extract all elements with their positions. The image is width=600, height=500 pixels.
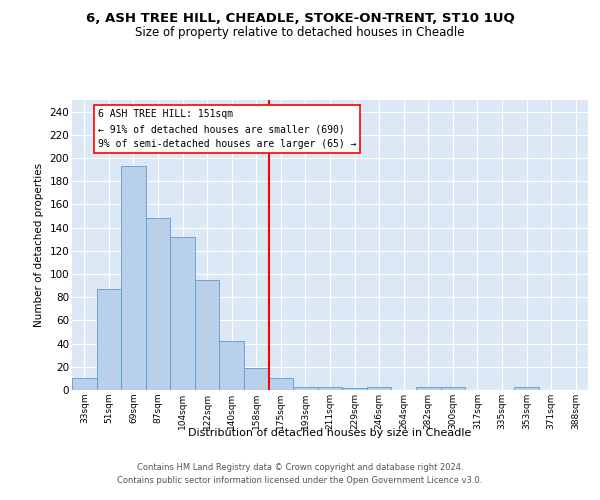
- Bar: [293, 386, 318, 390]
- Bar: [440, 386, 465, 390]
- Text: 6, ASH TREE HILL, CHEADLE, STOKE-ON-TRENT, ST10 1UQ: 6, ASH TREE HILL, CHEADLE, STOKE-ON-TREN…: [86, 12, 514, 26]
- Y-axis label: Number of detached properties: Number of detached properties: [34, 163, 44, 327]
- Text: Contains public sector information licensed under the Open Government Licence v3: Contains public sector information licen…: [118, 476, 482, 485]
- Bar: [367, 386, 391, 390]
- Bar: [318, 386, 342, 390]
- Text: Size of property relative to detached houses in Cheadle: Size of property relative to detached ho…: [135, 26, 465, 39]
- Bar: [121, 166, 146, 390]
- Bar: [244, 368, 269, 390]
- Bar: [146, 218, 170, 390]
- Bar: [416, 386, 440, 390]
- Bar: [514, 386, 539, 390]
- Bar: [72, 378, 97, 390]
- Bar: [170, 237, 195, 390]
- Text: Distribution of detached houses by size in Cheadle: Distribution of detached houses by size …: [188, 428, 472, 438]
- Text: 6 ASH TREE HILL: 151sqm
← 91% of detached houses are smaller (690)
9% of semi-de: 6 ASH TREE HILL: 151sqm ← 91% of detache…: [98, 110, 356, 149]
- Bar: [195, 280, 220, 390]
- Bar: [342, 388, 367, 390]
- Bar: [220, 342, 244, 390]
- Bar: [97, 289, 121, 390]
- Text: Contains HM Land Registry data © Crown copyright and database right 2024.: Contains HM Land Registry data © Crown c…: [137, 464, 463, 472]
- Bar: [269, 378, 293, 390]
